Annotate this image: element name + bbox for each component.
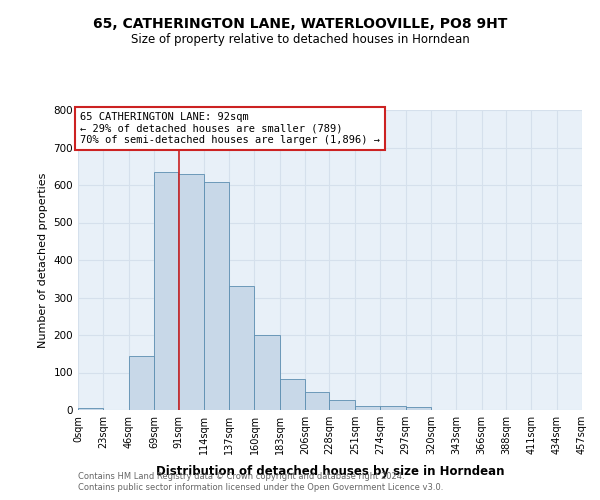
Bar [204, 182, 229, 410]
X-axis label: Distribution of detached houses by size in Horndean: Distribution of detached houses by size … [156, 466, 504, 478]
Bar [254, 335, 280, 410]
Bar [78, 408, 103, 410]
Text: Contains HM Land Registry data © Crown copyright and database right 2024.: Contains HM Land Registry data © Crown c… [78, 472, 404, 481]
Bar [329, 400, 355, 410]
Text: Contains public sector information licensed under the Open Government Licence v3: Contains public sector information licen… [78, 484, 443, 492]
Y-axis label: Number of detached properties: Number of detached properties [38, 172, 48, 348]
Bar [305, 392, 329, 410]
Bar [229, 286, 254, 410]
Bar [178, 174, 204, 410]
Bar [129, 356, 154, 410]
Text: 65, CATHERINGTON LANE, WATERLOOVILLE, PO8 9HT: 65, CATHERINGTON LANE, WATERLOOVILLE, PO… [93, 18, 507, 32]
Bar [154, 172, 178, 410]
Text: 65 CATHERINGTON LANE: 92sqm
← 29% of detached houses are smaller (789)
70% of se: 65 CATHERINGTON LANE: 92sqm ← 29% of det… [80, 112, 380, 145]
Bar [582, 408, 600, 410]
Bar [380, 406, 406, 410]
Bar [406, 407, 431, 410]
Text: Size of property relative to detached houses in Horndean: Size of property relative to detached ho… [131, 32, 469, 46]
Bar [355, 406, 380, 410]
Bar [280, 378, 305, 410]
